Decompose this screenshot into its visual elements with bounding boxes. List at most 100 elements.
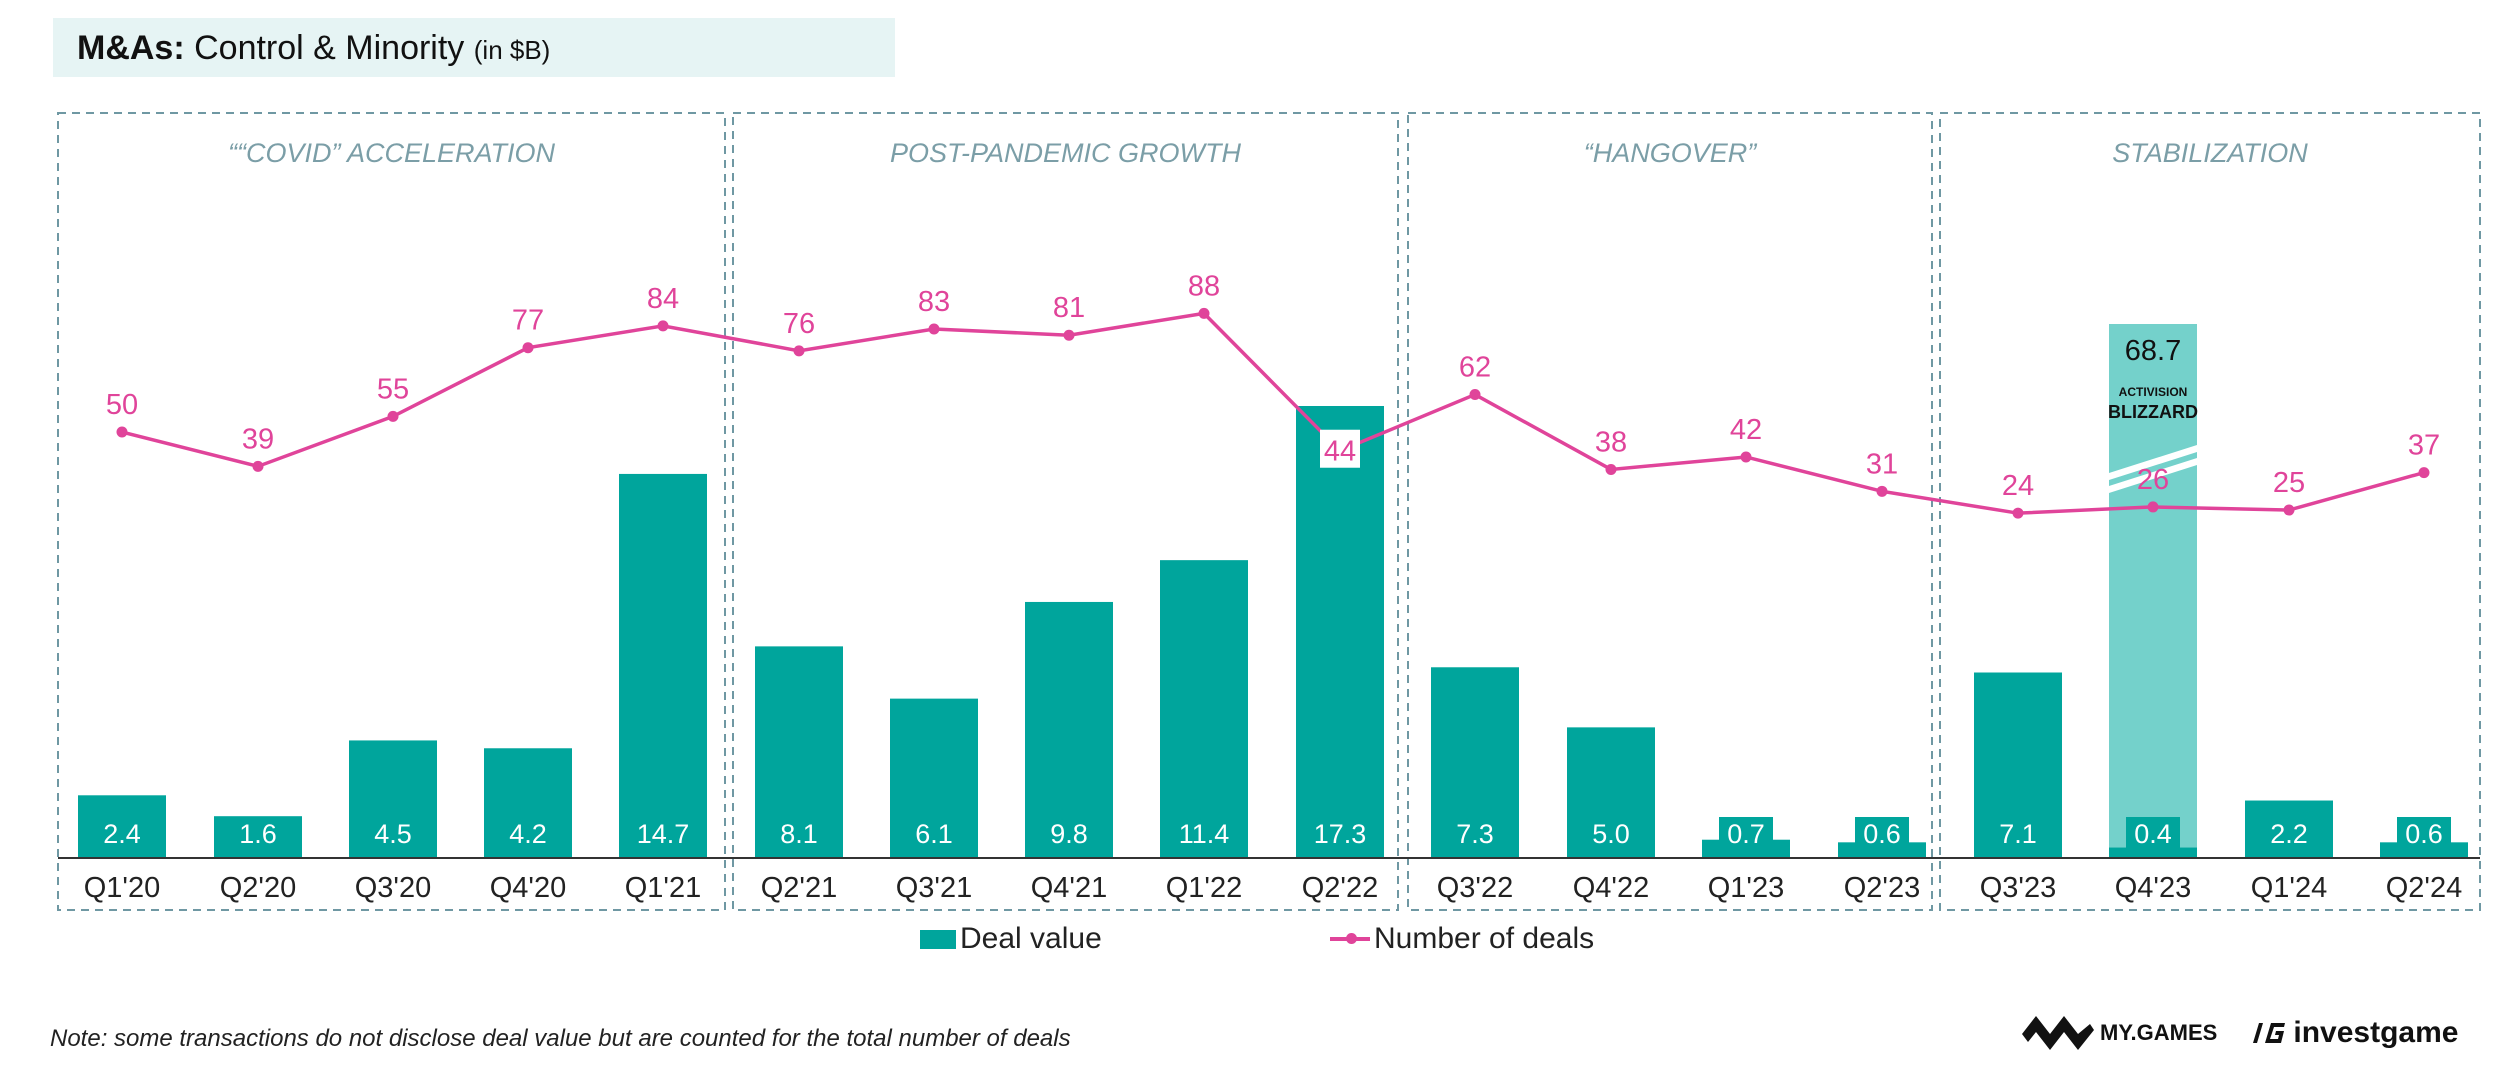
period-box [1939,112,2481,911]
bar [214,816,302,858]
bar [1567,727,1655,858]
x-tick-label: Q1'24 [2251,872,2327,904]
period-label: “HANGOVER” [1584,138,1758,168]
bar-value-label: 5.0 [1592,819,1630,849]
bar [1431,667,1519,858]
footnote: Note: some transactions do not disclose … [50,1025,1071,1052]
x-tick-label: Q2'22 [1302,872,1378,904]
axis-break-mark [2109,458,2197,493]
line-point [1876,485,1888,497]
line-point [252,460,264,472]
bar-value-label: 0.4 [2134,819,2172,849]
bar-value-label: 2.4 [103,819,141,849]
value-label-tab [2126,817,2180,851]
line-point [1740,451,1752,463]
activision-logo-text: ACTIVISION [2119,385,2188,399]
bar [890,698,978,858]
line-value-label: 39 [242,423,274,455]
bar-value-label: 7.1 [1999,819,2037,849]
line-point [387,410,399,422]
line-point [1198,307,1210,319]
line-value-label: 81 [1053,292,1085,324]
bar [2245,800,2333,858]
bar-value-label: 6.1 [915,819,953,849]
x-tick-label: Q1'20 [84,872,160,904]
line-value-label: 83 [918,286,950,318]
x-tick-label: Q3'23 [1980,872,2056,904]
highlight-bar [2109,324,2197,858]
line-label-box [1320,429,1360,468]
line-value-label: 31 [1866,448,1898,480]
line-point [1063,329,1075,341]
line-value-label: 77 [512,305,544,337]
bar-value-label: 14.7 [637,819,690,849]
line-value-label: 76 [783,308,815,340]
line-value-label: 26 [2137,464,2169,496]
x-tick-label: Q4'22 [1573,872,1649,904]
investgame-logo-icon [2253,1023,2286,1043]
line-value-label: 62 [1459,352,1491,384]
x-tick-label: Q4'21 [1031,872,1107,904]
legend-item-deal-value: Deal value [920,922,1102,956]
line-point [2012,507,2024,519]
bar [349,740,437,858]
bar [619,473,707,858]
period-label: STABILIZATION [2112,138,2308,168]
line-value-label: 84 [647,283,679,315]
line-point [2147,501,2159,513]
bar-value-label: 11.4 [1179,819,1230,849]
x-tick-label: Q2'20 [220,872,296,904]
bar [484,748,572,858]
bar-value-label: 9.8 [1050,819,1088,849]
line-value-label: 55 [377,373,409,405]
line-point [793,345,805,357]
highlight-value-label: 68.7 [2125,335,2181,367]
line-value-label: 42 [1730,414,1762,446]
period-box [1407,112,1933,911]
line-value-label: 25 [2273,467,2305,499]
line-value-label: 38 [1595,426,1627,458]
line-value-label: 44 [1324,436,1356,468]
legend-line-label: Number of deals [1374,922,1595,955]
x-tick-label: Q3'20 [355,872,431,904]
bar-value-label: 1.6 [239,819,277,849]
bar [1160,560,1248,858]
bar [1025,601,1113,858]
bar [1296,406,1384,858]
period-label: POST-PANDEMIC GROWTH [890,138,1242,168]
title-rest: Control & Minority [184,29,474,67]
line-point [657,320,669,332]
bar-value-label: 0.7 [1727,819,1765,849]
bar-value-label: 0.6 [1863,819,1901,849]
blizzard-logo-text: BLIZZARD [2108,402,2198,422]
line-value-label: 50 [106,389,138,421]
value-label-tab [2397,817,2451,851]
mygames-logo-text: MY.GAMES [2100,1020,2218,1045]
legend-bar-swatch [920,929,956,949]
combo-chart: ““COVID” ACCELERATION POST-PANDEMIC GROWT… [57,112,2481,911]
x-tick-label: Q4'20 [490,872,566,904]
line-series [121,311,2425,515]
investgame-logo-text: investgame [2293,1016,2459,1049]
bar-value-label: 0.6 [2405,819,2443,849]
value-label-tab [1855,817,1909,851]
bar-value-label: 7.3 [1456,819,1494,849]
bar-value-label: 8.1 [780,819,818,849]
bar [78,795,166,858]
value-label-tab [1719,817,1773,851]
bar-value-label: 4.2 [509,819,547,849]
line-point [522,342,534,354]
legend-line-swatch [1330,933,1370,944]
line-point [1605,463,1617,475]
legend-bar-label: Deal value [960,922,1102,955]
x-tick-label: Q3'22 [1437,872,1513,904]
line-value-label: 88 [1188,270,1220,302]
bar-value-label: 17.3 [1314,819,1367,849]
x-tick-label: Q2'23 [1844,872,1920,904]
x-tick-label: Q1'23 [1708,872,1784,904]
line-point [2418,467,2430,479]
x-tick-label: Q3'21 [896,872,972,904]
title-unit: (in $B) [473,35,551,65]
period-box [57,112,726,911]
line-point [928,323,940,335]
